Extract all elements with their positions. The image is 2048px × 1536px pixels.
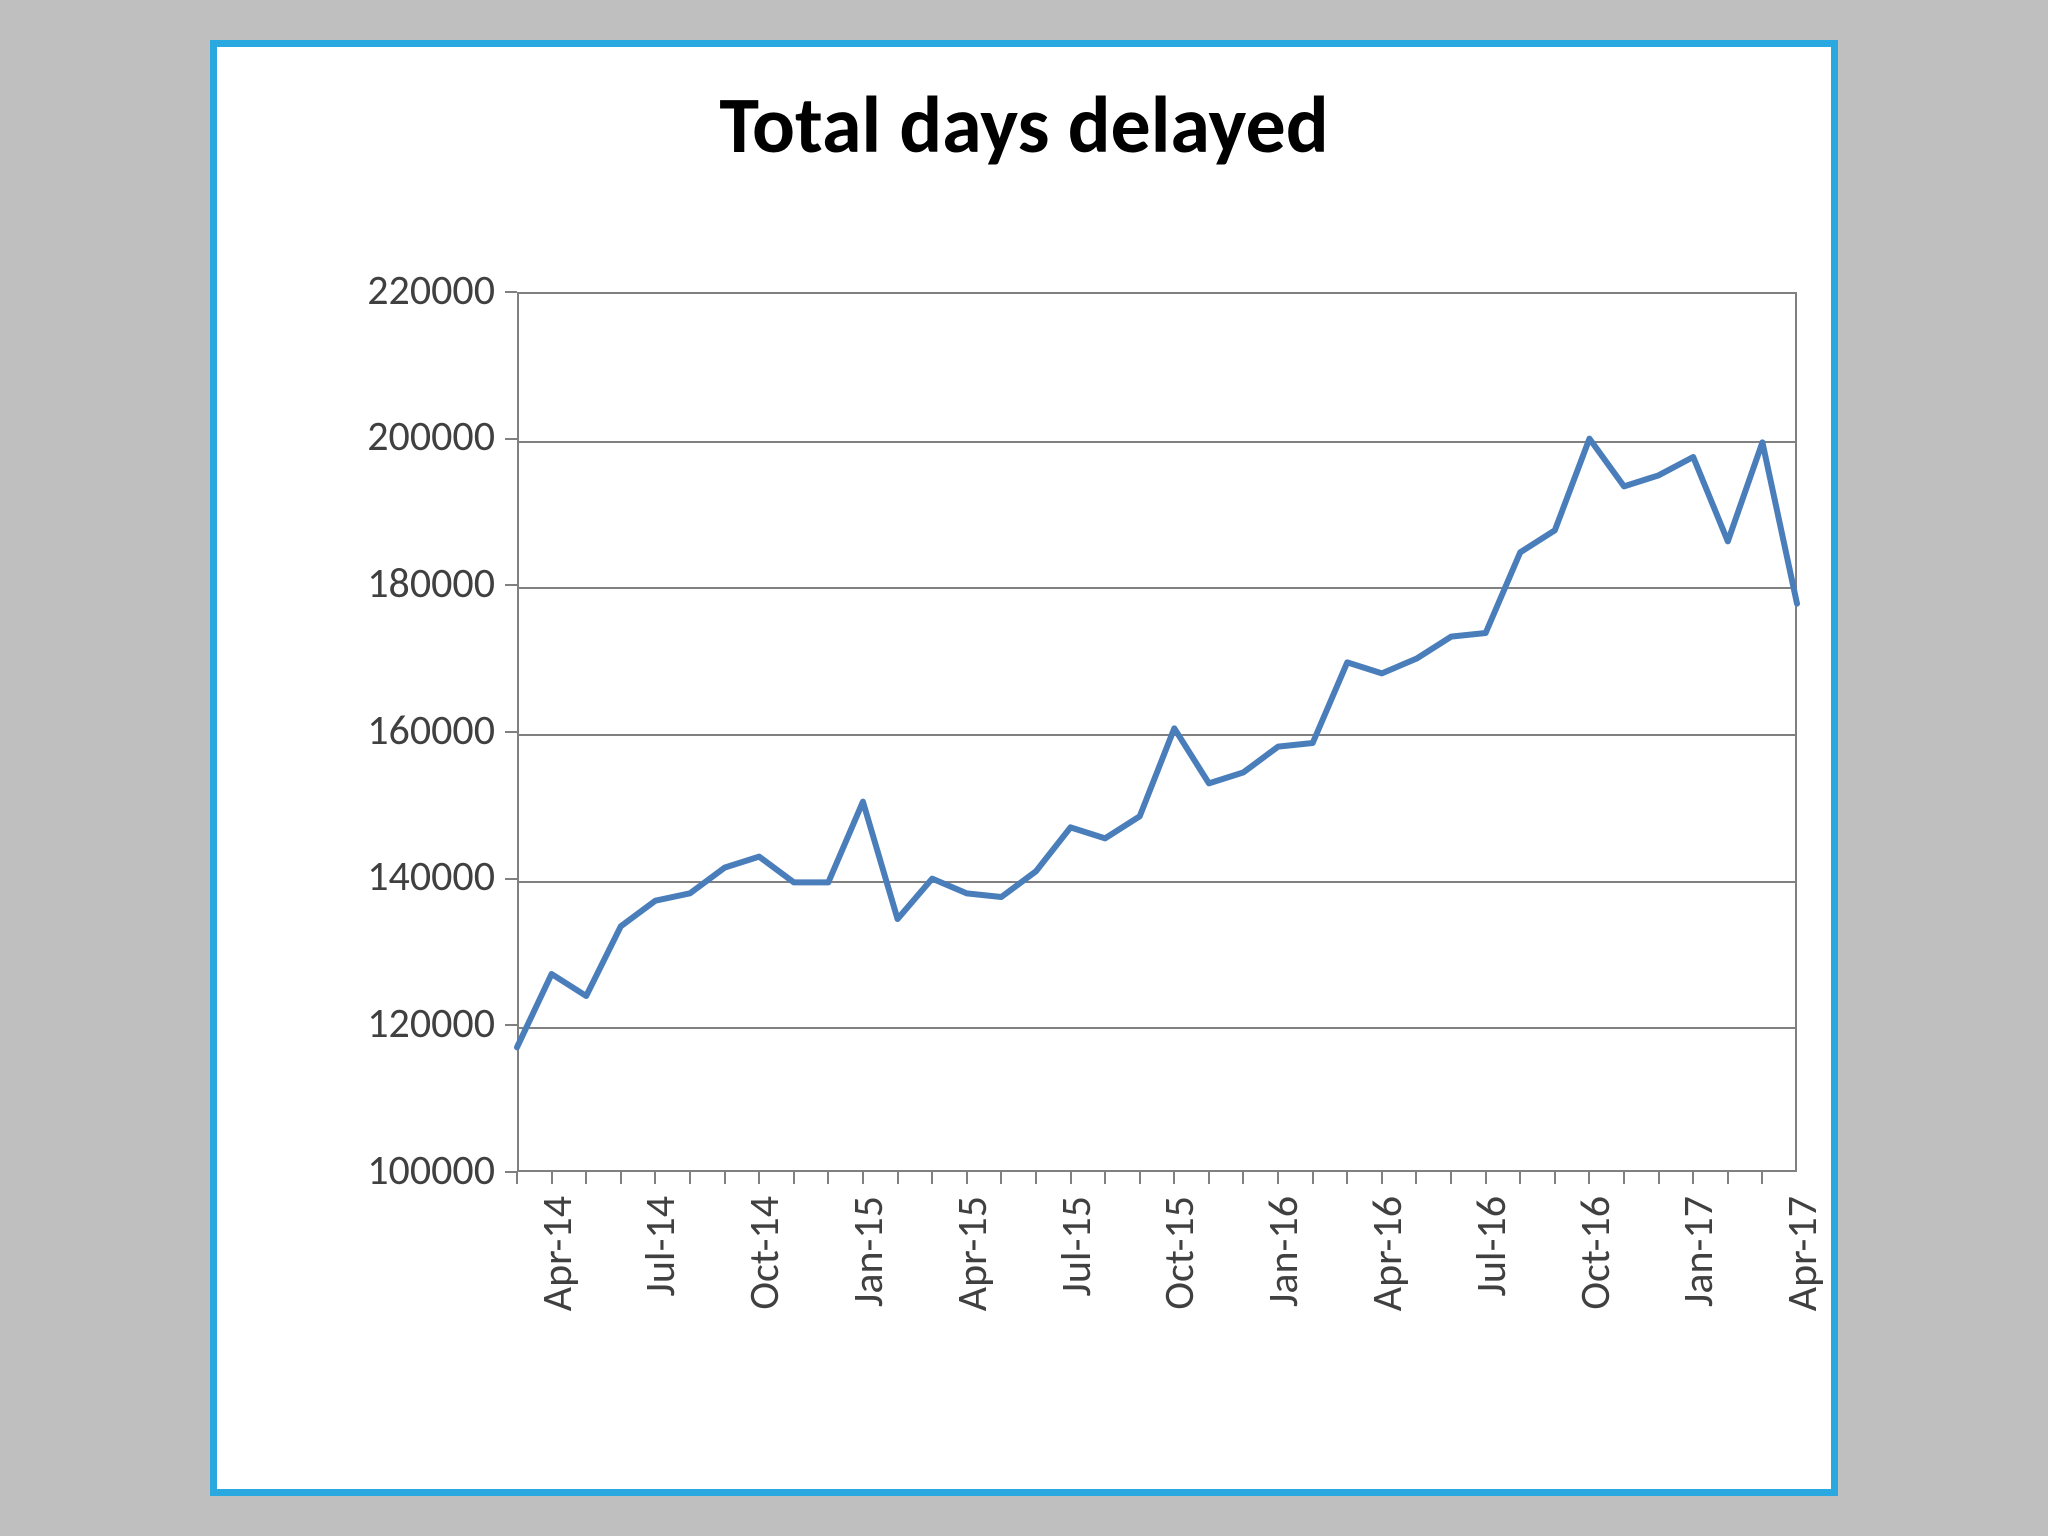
x-tick-mark <box>1104 1172 1106 1184</box>
x-tick-mark <box>1381 1172 1383 1184</box>
x-tick-mark <box>1761 1172 1763 1184</box>
x-tick-mark <box>1415 1172 1417 1184</box>
x-tick-mark <box>551 1172 553 1184</box>
y-tick-label: 200000 <box>295 411 495 462</box>
y-tick-mark <box>505 1024 517 1026</box>
x-tick-label: Apr-16 <box>1362 1196 1413 1396</box>
x-tick-mark <box>1208 1172 1210 1184</box>
x-tick-mark <box>1242 1172 1244 1184</box>
y-tick-label: 160000 <box>295 705 495 756</box>
x-tick-mark <box>966 1172 968 1184</box>
x-tick-label: Jan-17 <box>1673 1196 1724 1396</box>
x-tick-label: Jan-16 <box>1258 1196 1309 1396</box>
y-tick-label: 100000 <box>295 1145 495 1196</box>
y-tick-mark <box>505 438 517 440</box>
y-tick-mark <box>505 584 517 586</box>
x-tick-mark <box>1727 1172 1729 1184</box>
y-tick-label: 220000 <box>295 265 495 316</box>
x-tick-mark <box>1000 1172 1002 1184</box>
x-tick-label: Oct-15 <box>1154 1196 1205 1396</box>
series-line <box>517 439 1797 1048</box>
x-tick-mark <box>1485 1172 1487 1184</box>
y-tick-label: 120000 <box>295 998 495 1049</box>
x-tick-label: Apr-17 <box>1777 1196 1828 1396</box>
x-tick-mark <box>1035 1172 1037 1184</box>
x-tick-label: Apr-14 <box>532 1196 583 1396</box>
x-tick-mark <box>1277 1172 1279 1184</box>
x-tick-mark <box>1519 1172 1521 1184</box>
x-tick-mark <box>1070 1172 1072 1184</box>
x-tick-mark <box>931 1172 933 1184</box>
x-tick-mark <box>1139 1172 1141 1184</box>
chart-card: Total days delayed 100000120000140000160… <box>210 40 1838 1496</box>
x-tick-mark <box>1312 1172 1314 1184</box>
x-tick-mark <box>585 1172 587 1184</box>
x-tick-label: Jul-15 <box>1051 1196 1102 1396</box>
x-tick-label: Jul-16 <box>1466 1196 1517 1396</box>
x-tick-mark <box>758 1172 760 1184</box>
x-tick-mark <box>793 1172 795 1184</box>
x-tick-mark <box>689 1172 691 1184</box>
x-tick-mark <box>1658 1172 1660 1184</box>
x-tick-mark <box>1554 1172 1556 1184</box>
y-tick-mark <box>505 878 517 880</box>
x-tick-label: Oct-14 <box>739 1196 790 1396</box>
y-tick-label: 180000 <box>295 558 495 609</box>
x-tick-mark <box>862 1172 864 1184</box>
x-tick-mark <box>1173 1172 1175 1184</box>
x-tick-label: Jan-15 <box>843 1196 894 1396</box>
y-tick-mark <box>505 291 517 293</box>
x-tick-mark <box>1450 1172 1452 1184</box>
x-tick-label: Oct-16 <box>1570 1196 1621 1396</box>
y-tick-label: 140000 <box>295 851 495 902</box>
x-tick-label: Apr-15 <box>947 1196 998 1396</box>
x-tick-mark <box>620 1172 622 1184</box>
x-tick-mark <box>1623 1172 1625 1184</box>
x-tick-mark <box>516 1172 518 1184</box>
x-tick-label: Jul-14 <box>635 1196 686 1396</box>
x-tick-mark <box>1692 1172 1694 1184</box>
x-tick-mark <box>654 1172 656 1184</box>
x-tick-mark <box>827 1172 829 1184</box>
x-tick-mark <box>724 1172 726 1184</box>
x-tick-mark <box>897 1172 899 1184</box>
x-tick-mark <box>1588 1172 1590 1184</box>
x-tick-mark <box>1346 1172 1348 1184</box>
y-tick-mark <box>505 731 517 733</box>
